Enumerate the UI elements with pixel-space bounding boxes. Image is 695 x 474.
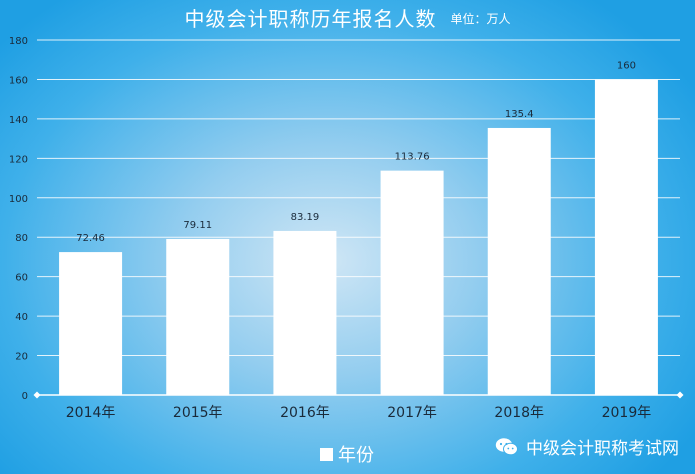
watermark: 中级会计职称考试网 (495, 434, 679, 459)
wechat-icon (495, 437, 518, 455)
chart-unit-label: 单位：万人 (450, 12, 511, 26)
data-label: 160 (617, 60, 636, 71)
y-tick-label: 140 (9, 115, 28, 126)
x-tick-label: 2019年 (602, 405, 652, 421)
y-tick-label: 160 (9, 75, 28, 86)
y-tick-label: 60 (15, 273, 28, 284)
x-tick-label: 2018年 (494, 405, 544, 421)
chart-title: 中级会计职称历年报名人数 单位：万人 (0, 3, 695, 32)
y-tick-label: 180 (9, 36, 28, 47)
data-label: 135.4 (505, 109, 534, 120)
axis-end-marker (676, 391, 684, 399)
bar (487, 127, 551, 395)
x-tick-label: 2015年 (173, 405, 223, 421)
y-tick-label: 80 (15, 233, 28, 244)
bar (59, 252, 123, 395)
bar (594, 79, 658, 395)
axis-end-marker (33, 391, 41, 399)
y-tick-label: 100 (9, 194, 28, 205)
bar (380, 170, 444, 395)
legend: 年份 (320, 441, 374, 467)
x-tick-label: 2014年 (66, 405, 116, 421)
data-label: 72.46 (76, 233, 105, 244)
x-tick-label: 2016年 (280, 405, 330, 421)
legend-label: 年份 (338, 445, 374, 466)
bar (166, 238, 230, 395)
x-tick-label: 2017年 (387, 405, 437, 421)
y-tick-label: 120 (9, 154, 28, 165)
watermark-text: 中级会计职称考试网 (526, 439, 679, 459)
chart-title-text: 中级会计职称历年报名人数 (184, 7, 437, 31)
data-label: 113.76 (395, 152, 430, 163)
y-tick-label: 20 (15, 352, 28, 363)
bar (273, 230, 337, 395)
data-label: 83.19 (291, 212, 320, 223)
data-label: 79.11 (183, 220, 212, 231)
y-tick-label: 40 (15, 312, 28, 323)
y-tick-label: 0 (22, 391, 28, 402)
legend-swatch (320, 447, 333, 461)
